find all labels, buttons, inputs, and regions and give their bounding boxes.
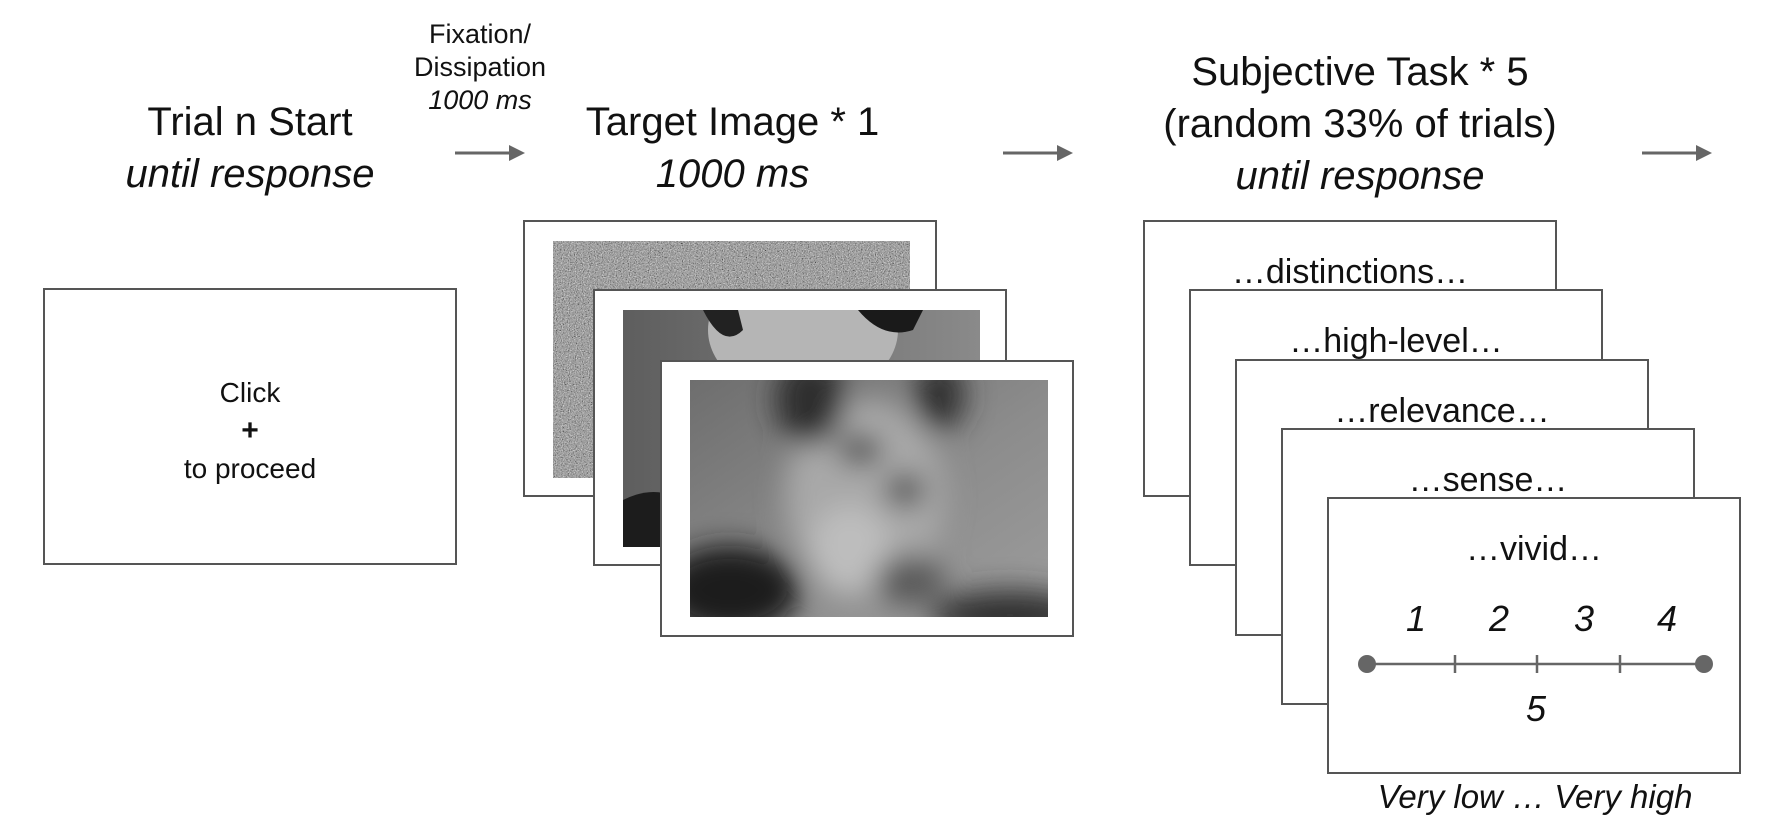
start-card: Click + to proceed	[43, 288, 457, 565]
stage1-title: Trial n Start	[147, 100, 353, 144]
arrow-icon	[1003, 145, 1073, 161]
transition-line2: Dissipation	[413, 52, 547, 82]
scale-label-5[interactable]: 5	[1525, 688, 1547, 729]
blurred-face-svg	[690, 380, 1048, 617]
scale-label-1[interactable]: 1	[1405, 598, 1427, 639]
stage3-title: Subjective Task * 5	[1191, 50, 1529, 94]
arrow-icon	[1642, 145, 1712, 161]
task-card-word: …distinctions…	[1231, 253, 1469, 291]
transition-line1: Fixation/	[428, 19, 532, 49]
stage3-heading: Subjective Task * 5 (random 33% of trial…	[1120, 46, 1600, 202]
stage3-subtitle: (random 33% of trials)	[1163, 102, 1557, 146]
stage3-duration: until response	[1235, 154, 1485, 198]
scale-label-3[interactable]: 3	[1573, 598, 1595, 639]
stage1-duration: until response	[125, 152, 375, 196]
blurred-face-image	[690, 380, 1048, 617]
fixation-cross[interactable]: +	[241, 414, 259, 447]
task-card-word: …relevance…	[1334, 392, 1550, 430]
scale-label-2[interactable]: 2	[1488, 598, 1510, 639]
start-card-line2: to proceed	[183, 453, 317, 484]
arrow-icon	[455, 145, 525, 161]
start-card-line1: Click	[219, 377, 281, 408]
stage2-heading: Target Image * 1 1000 ms	[555, 96, 910, 200]
stage2-title: Target Image * 1	[585, 100, 880, 144]
transition-duration: 1000 ms	[428, 85, 532, 115]
stage1-heading: Trial n Start until response	[100, 96, 400, 200]
task-card-word: …high-level…	[1289, 322, 1503, 360]
transition-label: Fixation/ Dissipation 1000 ms	[385, 18, 575, 117]
scale-anchor-text: Very low … Very high	[1377, 778, 1693, 815]
task-card-word: …sense…	[1408, 461, 1568, 499]
task-card-word: …vivid…	[1465, 530, 1603, 568]
task-card-vivid: …vivid… 1 2 3 4 5	[1327, 497, 1741, 774]
start-card-content: Click + to proceed	[45, 374, 455, 488]
stage2-duration: 1000 ms	[655, 152, 810, 196]
rating-slider[interactable]	[1349, 644, 1719, 684]
scale-label-4[interactable]: 4	[1656, 598, 1678, 639]
image-card-blur	[660, 360, 1074, 637]
